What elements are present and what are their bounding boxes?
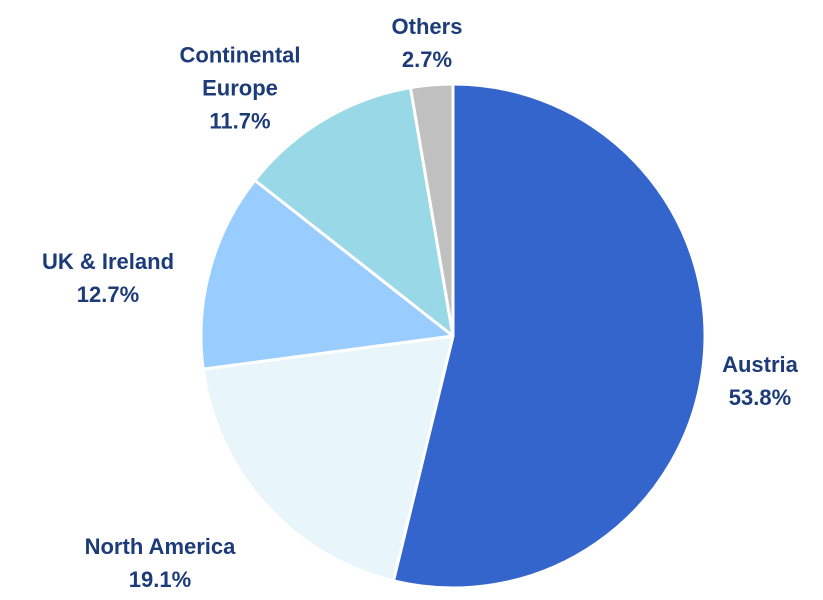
category-label: UK & Ireland	[41, 249, 175, 274]
value-label: 19.1%	[128, 567, 192, 592]
slice-label: UK & Ireland 12.7%	[13, 245, 203, 311]
slice-label: Continental Europe 11.7%	[160, 39, 320, 138]
value-label: 2.7%	[401, 47, 453, 72]
category-label: Others	[391, 14, 463, 39]
pie-slice	[391, 82, 707, 590]
slice-label: Austria 53.8%	[700, 348, 820, 414]
slice-label: Others 2.7%	[367, 10, 487, 76]
value-label: 11.7%	[209, 108, 271, 134]
slice-label: North America 19.1%	[50, 530, 270, 596]
pie-slice	[199, 178, 455, 371]
pie-slice	[408, 82, 455, 338]
category-label: Continental Europe	[179, 42, 301, 101]
value-label: 12.7%	[76, 282, 140, 307]
pie-slice	[201, 334, 455, 583]
value-label: 53.8%	[728, 385, 792, 410]
category-label: Austria	[722, 352, 798, 377]
pie-slice	[253, 86, 455, 338]
category-label: North America	[84, 534, 236, 559]
